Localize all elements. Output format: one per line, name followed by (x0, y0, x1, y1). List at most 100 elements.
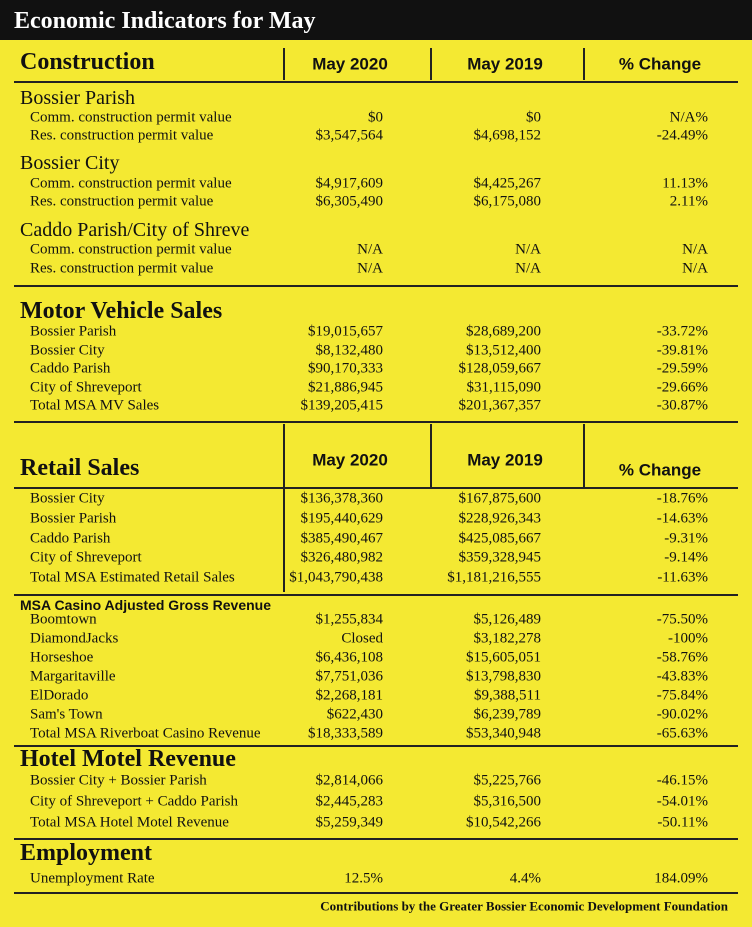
group-title: Bossier Parish (20, 87, 135, 109)
row-label: Total MSA Riverboat Casino Revenue (30, 725, 261, 742)
row-label: Bossier City (30, 490, 105, 507)
row-value: -100% (668, 630, 708, 647)
row-value: $10,542,266 (466, 814, 541, 831)
row-value: $326,480,982 (300, 549, 384, 566)
rule (14, 285, 738, 287)
row-value: -54.01% (656, 793, 708, 810)
row-value: $2,814,066 (315, 772, 384, 789)
row-value: -58.76% (656, 649, 708, 666)
row-value: $359,328,945 (458, 549, 542, 566)
row-value: $90,170,333 (308, 360, 383, 377)
row-label: Total MSA Estimated Retail Sales (30, 569, 235, 586)
row-label: Comm. construction permit value (30, 241, 232, 258)
row-value: $9,388,511 (474, 687, 541, 704)
row-label: Caddo Parish (30, 360, 111, 377)
row-value: -9.31% (664, 530, 708, 547)
row-value: N/A (682, 260, 708, 277)
row-value: -18.76% (656, 490, 708, 507)
row-value: $139,205,415 (300, 397, 384, 414)
row-value: $3,182,278 (473, 630, 542, 647)
row-value: $18,333,589 (308, 725, 383, 742)
column-header: % Change (618, 460, 702, 480)
row-label: Comm. construction permit value (30, 175, 232, 192)
row-value: $53,340,948 (466, 725, 541, 742)
row-value: -29.59% (656, 360, 708, 377)
rule (14, 892, 738, 894)
page-title: Economic Indicators for May (14, 8, 316, 34)
row-value: $385,490,467 (300, 530, 384, 547)
footer-credit: Contributions by the Greater Bossier Eco… (320, 898, 728, 914)
row-label: Unemployment Rate (30, 870, 155, 887)
row-value: $1,043,790,438 (289, 569, 383, 586)
row-label: Sam's Town (30, 706, 103, 723)
row-label: Res. construction permit value (30, 193, 214, 210)
row-value: $19,015,657 (308, 323, 383, 340)
divider (583, 48, 585, 80)
row-value: $1,255,834 (315, 611, 384, 628)
row-label: Total MSA Hotel Motel Revenue (30, 814, 229, 831)
row-value: $201,367,357 (458, 397, 542, 414)
row-label: ElDorado (30, 687, 89, 704)
row-value: $31,115,090 (466, 379, 541, 396)
row-value: $8,132,480 (315, 342, 384, 359)
group-title: Caddo Parish/City of Shreve (20, 219, 250, 241)
row-value: N/A (357, 241, 383, 258)
row-value: 184.09% (654, 870, 708, 887)
row-value: 2.11% (669, 193, 708, 210)
divider (283, 424, 285, 592)
row-label: City of Shreveport + Caddo Parish (30, 793, 239, 810)
section-title: Employment (20, 840, 152, 866)
column-header: % Change (618, 54, 702, 74)
row-value: $6,305,490 (315, 193, 384, 210)
row-label: Res. construction permit value (30, 127, 214, 144)
row-label: DiamondJacks (30, 630, 119, 647)
row-value: $5,316,500 (473, 793, 542, 810)
row-value: $128,059,667 (458, 360, 542, 377)
row-value: -39.81% (656, 342, 708, 359)
rule (14, 487, 738, 489)
row-label: Bossier City (30, 342, 105, 359)
column-header: May 2020 (312, 450, 388, 470)
divider (430, 424, 432, 487)
row-value: $3,547,564 (315, 127, 384, 144)
row-value: $4,698,152 (473, 127, 542, 144)
row-value: $1,181,216,555 (447, 569, 541, 586)
divider (583, 424, 585, 487)
divider (283, 48, 285, 80)
row-value: $4,425,267 (473, 175, 542, 192)
row-value: -29.66% (656, 379, 708, 396)
row-label: Total MSA MV Sales (30, 397, 160, 414)
rule (14, 594, 738, 596)
row-value: $0 (526, 109, 541, 126)
row-value: $28,689,200 (466, 323, 541, 340)
row-value: N/A% (669, 109, 708, 126)
row-label: Boomtown (30, 611, 97, 628)
row-value: $228,926,343 (458, 510, 542, 527)
rule (14, 838, 738, 840)
row-value: N/A (682, 241, 708, 258)
section-title: Motor Vehicle Sales (20, 298, 223, 324)
row-value: N/A (515, 260, 541, 277)
row-value: $5,259,349 (315, 814, 384, 831)
rule (14, 421, 738, 423)
row-value: -14.63% (656, 510, 708, 527)
row-label: Horseshoe (30, 649, 94, 666)
row-label: Bossier City + Bossier Parish (30, 772, 207, 789)
row-value: $6,436,108 (315, 649, 384, 666)
row-value: -75.50% (656, 611, 708, 628)
column-header: May 2020 (312, 54, 388, 74)
group-title: Bossier City (20, 152, 120, 174)
title-bar (0, 0, 752, 40)
row-label: Bossier Parish (30, 323, 117, 340)
row-value: -11.63% (657, 569, 708, 586)
row-value: $6,175,080 (473, 193, 542, 210)
row-value: -43.83% (656, 668, 708, 685)
row-value: $13,798,830 (466, 668, 541, 685)
row-value: $4,917,609 (315, 175, 384, 192)
row-value: $5,126,489 (473, 611, 542, 628)
row-value: $15,605,051 (466, 649, 541, 666)
row-value: -50.11% (657, 814, 708, 831)
row-value: $5,225,766 (473, 772, 542, 789)
row-value: $167,875,600 (458, 490, 542, 507)
row-label: Margaritaville (30, 668, 116, 685)
